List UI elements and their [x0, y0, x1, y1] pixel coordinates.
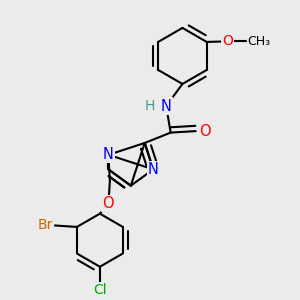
Text: O: O	[103, 196, 114, 211]
Text: O: O	[199, 124, 211, 139]
Text: N: N	[103, 147, 114, 162]
Text: N: N	[148, 162, 159, 177]
Text: N: N	[161, 99, 172, 114]
Text: O: O	[223, 34, 233, 48]
Text: Br: Br	[38, 218, 53, 233]
Text: CH₃: CH₃	[248, 35, 271, 48]
Text: Cl: Cl	[93, 283, 107, 297]
Text: H: H	[145, 99, 155, 113]
